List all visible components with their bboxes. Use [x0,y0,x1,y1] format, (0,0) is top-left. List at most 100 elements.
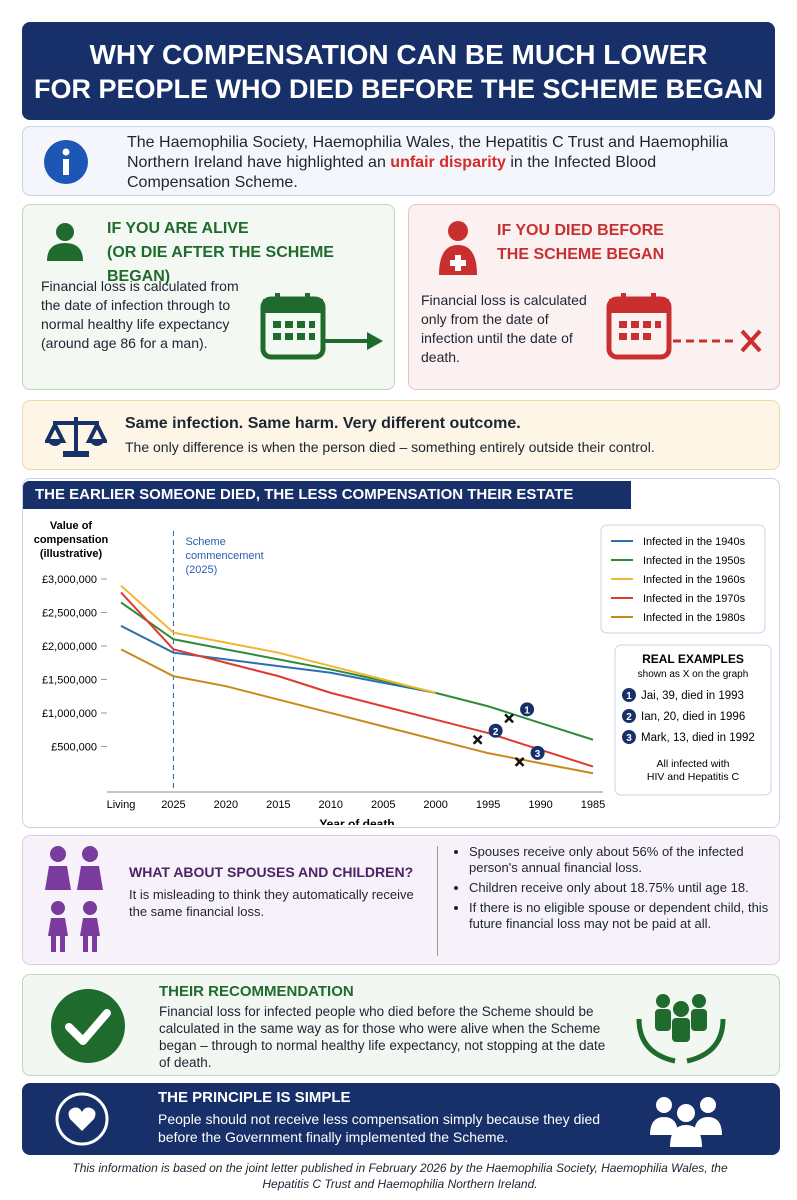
y-tick-label: £500,000 [51,741,97,753]
marker-badge [488,723,503,738]
footer: This information is based on the joint l… [72,1161,728,1191]
x-tick-label: Living [107,799,136,811]
panel-title: IF YOU ARE ALIVE (OR DIE AFTER THE SCHEME… [107,217,394,289]
panel-text: It is misleading to think they automatic… [129,887,414,919]
bullet: Children receive only about 18.75% until… [469,880,769,896]
x-tick-label: 1985 [581,799,605,811]
recommendation-panel: THEIR RECOMMENDATION Financial loss for … [22,974,780,1076]
panel-title: IF YOU DIED BEFORE THE SCHEME BEGAN [497,219,664,267]
text: The Haemophilia Society, Haemophilia Wal… [127,134,729,171]
check-icon [51,989,125,1063]
legend-label: Infected in the 1940s [643,536,746,548]
text: Financial loss is calculated from the da… [41,278,239,332]
examples-title: REAL EXAMPLES [642,652,744,666]
spouses-panel: WHAT ABOUT SPOUSES AND CHILDREN? It is m… [22,835,780,965]
info-icon [44,140,88,184]
panel-title: THE PRINCIPLE IS SIMPLE [158,1089,351,1106]
marker-badge [622,709,636,723]
example-marker [514,756,525,767]
highlight: unfair disparity [390,154,506,171]
headline: Same infection. Same harm. Very differen… [125,415,521,432]
intro-text: The Haemophilia Society, Haemophilia Wal… [127,133,747,193]
chart-title: THE EARLIER SOMEONE DIED, THE LESS COMPE… [23,481,631,531]
person-cross-icon [439,221,477,275]
scheme-label: (2025) [185,564,217,576]
intro: The Haemophilia Society, Haemophilia Wal… [22,126,775,196]
example-marker [472,734,483,745]
group-hands-icon [636,994,726,1064]
legend-label: Infected in the 1960s [643,574,746,586]
y-axis-label: (illustrative) [40,548,103,560]
family-icon [45,846,103,952]
title-line: FOR PEOPLE WHO DIED BEFORE THE SCHEME BE… [33,74,764,104]
marker-number: 1 [524,705,530,716]
series-line [120,591,594,768]
y-tick-label: £3,000,000 [42,574,97,586]
x-tick-label: 2000 [423,799,447,811]
text: in the Infected Blood Compensation Schem… [127,154,657,191]
example-marker [504,713,514,724]
marker-number: 1 [626,691,632,702]
marker-number: 3 [626,733,632,744]
legend-label: Infected in the 1970s [643,593,746,605]
marker-badge [622,688,636,702]
x-tick-label: 1995 [476,799,500,811]
chart-panel: THE EARLIER SOMEONE DIED, THE LESS COMPE… [22,478,780,828]
chart: Value of compensation (illustrative) £500,0… [34,520,772,825]
title-line: THE SCHEME BEGAN [497,246,665,263]
legend-label: Infected in the 1980s [643,612,746,624]
marker-number: 2 [626,712,632,723]
marker-badge [622,730,636,744]
title-line: WHY COMPENSATION CAN BE MUCH LOWER [89,39,708,70]
y-tick-label: £2,500,000 [42,607,97,619]
series-line [120,601,594,741]
heart-icon [55,1092,109,1146]
note: (around age 86 for a man). [41,335,208,351]
calendar-stop-icon [606,293,762,360]
panel-text: Financial loss for infected people who d… [159,1004,606,1070]
example-label: Jai, 39, died in 1993 [641,690,744,702]
marker-badge [530,745,545,760]
x-tick-label: 1990 [528,799,552,811]
marker-number: 3 [535,749,541,760]
y-tick-label: £2,000,000 [42,641,97,653]
example-label: Ian, 20, died in 1996 [641,711,745,723]
person-icon [47,223,83,261]
divider [437,846,438,956]
marker-number: 2 [493,727,499,738]
x-tick-label: 2005 [371,799,395,811]
scheme-label: Scheme [185,536,225,548]
y-tick-label: £1,500,000 [42,674,97,686]
legend-box [600,524,766,634]
marker-badge [520,702,535,717]
calendar-arrow-icon [260,293,383,360]
subtitle: (OR DIE AFTER THE SCHEME BEGAN) [107,244,334,285]
title: IF YOU ARE ALIVE [107,220,249,237]
examples-subtitle: shown as X on the graph [638,669,749,680]
panel-title: THEIR RECOMMENDATION [159,983,354,1000]
panel-title: WHAT ABOUT SPOUSES AND CHILDREN? [129,864,414,880]
died-panel: IF YOU DIED BEFORE THE SCHEME BEGAN Finan… [408,204,780,390]
x-tick-label: 2020 [214,799,238,811]
outcome-panel: Same infection. Same harm. Very differen… [22,400,780,470]
panel-text: Financial loss is calculated from the da… [41,277,241,353]
examples-box [614,644,772,796]
legend-label: Infected in the 1950s [643,555,746,567]
series-line [120,624,436,694]
bullet: Spouses receive only about 56% of the in… [469,844,769,876]
x-tick-label: 2025 [161,799,185,811]
x-axis-label: Year of death [319,817,394,825]
scheme-label: commencement [185,550,263,562]
x-tick-label: 2015 [266,799,290,811]
examples-note: HIV and Hepatitis C [647,771,740,783]
bullet: If there is no eligible spouse or depend… [469,900,769,932]
title-line: IF YOU DIED BEFORE [497,222,664,239]
series-line [120,584,436,694]
group-icon [650,1097,722,1147]
principle-panel: THE PRINCIPLE IS SIMPLE People should no… [22,1083,780,1155]
series-line [120,648,594,775]
y-axis-label: compensation [34,534,109,546]
y-axis-label: Value of [50,520,93,532]
header: WHY COMPENSATION CAN BE MUCH LOWER FOR P… [22,22,775,120]
